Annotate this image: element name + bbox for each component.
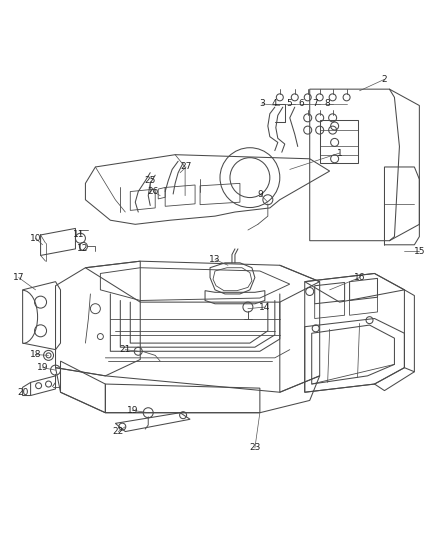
Text: 8: 8 (325, 99, 331, 108)
Text: 27: 27 (180, 163, 192, 172)
Text: 1: 1 (337, 149, 343, 158)
Text: 10: 10 (30, 234, 41, 243)
Text: 16: 16 (354, 273, 365, 282)
Text: 11: 11 (73, 230, 84, 239)
Text: 20: 20 (17, 387, 28, 397)
Text: 22: 22 (113, 427, 124, 436)
Text: 3: 3 (259, 99, 265, 108)
Text: 14: 14 (259, 303, 271, 312)
Text: 5: 5 (286, 99, 292, 108)
Text: 13: 13 (209, 255, 221, 264)
Text: 25: 25 (145, 176, 156, 185)
Text: 12: 12 (77, 244, 88, 253)
Text: 2: 2 (381, 75, 387, 84)
Text: 4: 4 (272, 99, 278, 108)
Text: 6: 6 (299, 99, 304, 108)
Text: 19: 19 (127, 406, 138, 415)
Text: 23: 23 (249, 443, 261, 453)
Text: 26: 26 (148, 187, 159, 196)
Text: 9: 9 (257, 190, 263, 198)
Text: 21: 21 (120, 345, 131, 354)
Text: 15: 15 (413, 247, 425, 256)
Text: 17: 17 (13, 273, 25, 282)
Text: 18: 18 (30, 350, 41, 359)
Text: 7: 7 (312, 99, 318, 108)
Text: 19: 19 (37, 363, 48, 372)
